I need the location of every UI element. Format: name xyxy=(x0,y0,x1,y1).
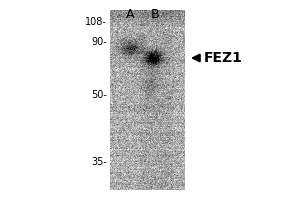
Text: 35-: 35- xyxy=(91,157,107,167)
Text: A: A xyxy=(126,8,134,21)
Text: 108-: 108- xyxy=(85,17,107,27)
Text: 90-: 90- xyxy=(91,37,107,47)
Text: B: B xyxy=(151,8,159,21)
Text: FEZ1: FEZ1 xyxy=(204,51,243,65)
Text: 50-: 50- xyxy=(91,90,107,100)
